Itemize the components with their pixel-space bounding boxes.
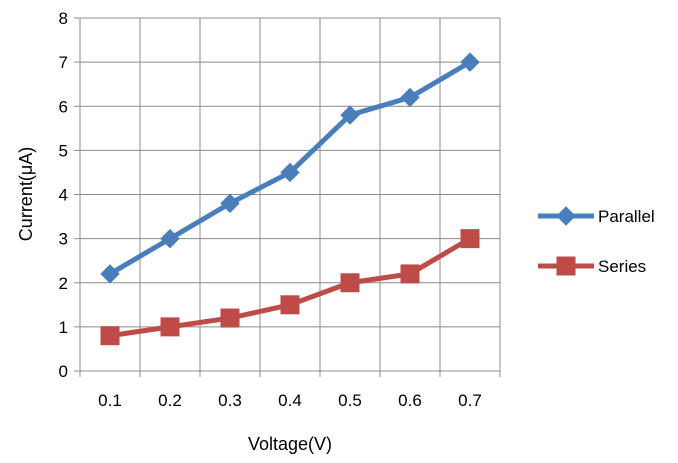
x-tick-label: 0.5: [338, 391, 362, 410]
data-point-series: [340, 273, 360, 293]
data-point-series: [400, 264, 420, 284]
data-point-parallel: [400, 87, 420, 108]
legend-label: Parallel: [598, 207, 655, 226]
data-point-series: [220, 308, 240, 328]
series-series: [100, 229, 480, 346]
data-point-parallel: [220, 193, 240, 214]
data-point-parallel: [160, 228, 180, 249]
y-tick-label: 1: [59, 318, 68, 337]
y-tick-label: 8: [59, 9, 68, 28]
legend-label: Series: [598, 257, 646, 276]
x-tick-label: 0.3: [218, 391, 242, 410]
y-tick-label: 7: [59, 53, 68, 72]
x-tick-label: 0.7: [458, 391, 482, 410]
x-tick-label: 0.2: [158, 391, 182, 410]
legend-marker: [556, 206, 576, 226]
data-point-series: [460, 229, 480, 249]
y-axis-title: Current(μA): [16, 147, 36, 241]
legend-item-parallel: Parallel: [538, 206, 655, 226]
data-point-parallel: [460, 52, 480, 72]
grid: [80, 17, 501, 371]
x-tick-label: 0.1: [98, 391, 122, 410]
legend: Parallel Series: [538, 206, 655, 276]
legend-marker: [556, 256, 576, 276]
data-point-series: [280, 295, 300, 315]
y-tick-label: 4: [59, 186, 68, 205]
x-tick-label: 0.6: [398, 391, 422, 410]
data-point-parallel: [100, 264, 120, 284]
data-point-series: [100, 326, 120, 346]
y-tick-label: 3: [59, 230, 68, 249]
series-layer: [100, 52, 480, 346]
y-tick-label: 6: [59, 97, 68, 116]
axes: [74, 17, 501, 377]
x-tick-label: 0.4: [278, 391, 302, 410]
y-tick-label: 0: [59, 362, 68, 381]
x-axis-title: Voltage(V): [248, 434, 332, 454]
data-point-series: [160, 317, 180, 337]
data-point-parallel: [340, 105, 360, 125]
data-point-parallel: [280, 162, 300, 183]
legend-item-series: Series: [538, 256, 646, 276]
tick-labels: 0 1 2 3 4 5 6 7 8 0.1 0.2 0.3 0.4 0.5 0.6 0.7: [59, 9, 482, 410]
series-parallel: [100, 52, 480, 284]
y-tick-label: 5: [59, 141, 68, 160]
y-tick-label: 2: [59, 274, 68, 293]
